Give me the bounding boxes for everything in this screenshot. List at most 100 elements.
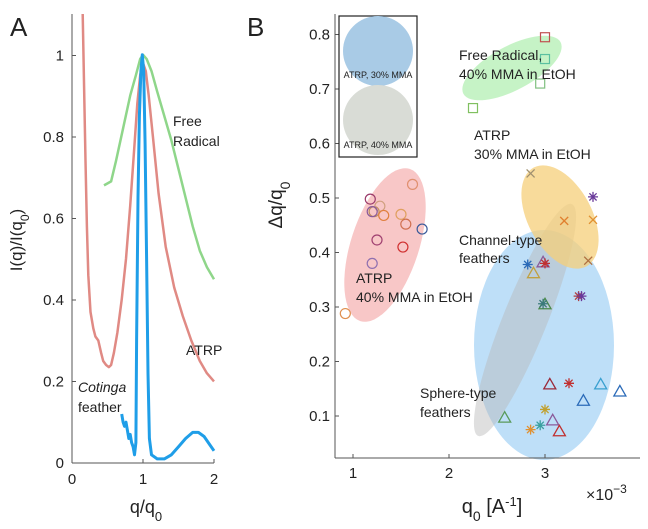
data-point-circle — [371, 234, 383, 246]
panel-b-label: B — [247, 12, 264, 42]
data-point-triangle — [526, 265, 541, 279]
data-point-star — [525, 424, 536, 435]
atrp-annotation: ATRP — [186, 342, 222, 358]
channel-group-label-line2: feathers — [459, 250, 510, 266]
data-point-circle — [400, 218, 412, 230]
free-radical-annotation-line2: Radical — [173, 133, 220, 149]
cotinga-annotation-line2: feather — [78, 399, 122, 415]
panel-b: B 1 2 3 — [247, 12, 640, 524]
data-point-square — [539, 32, 551, 43]
inset-photos: ATRP, 30% MMA ATRP, 40% MMA — [338, 15, 418, 158]
panel-b-y-tick-label: 0.2 — [309, 354, 330, 371]
atrp-30-region — [521, 165, 599, 269]
panel-b-x-tick-label: 3 — [541, 465, 549, 482]
data-point-star — [522, 259, 533, 270]
series-line-free_radical — [103, 53, 216, 280]
data-point-star — [540, 404, 550, 415]
atrp30-group-label-line2: 30% MMA in EtOH — [474, 146, 591, 162]
data-point-triangle — [542, 377, 557, 390]
panel-a-label: A — [10, 12, 28, 42]
cotinga-annotation-line1: Cotinga — [78, 379, 126, 395]
panel-b-y-tick-label: 0.1 — [309, 408, 330, 425]
data-point-circle — [406, 178, 419, 190]
panel-b-y-tick-label: 0.6 — [309, 136, 330, 153]
panel-a-y-tick-label: 0.6 — [43, 211, 64, 228]
data-point-circle — [378, 209, 390, 222]
panel-b-y-tick-label: 0.7 — [309, 81, 330, 98]
panel-a-y-tick-label: 0 — [56, 455, 64, 472]
data-point-circle — [395, 208, 407, 220]
data-point-circle — [374, 200, 386, 212]
panel-a-x-tick-label: 0 — [68, 471, 76, 488]
data-point-star — [535, 420, 546, 431]
panel-a-y-tick-label: 0.4 — [43, 292, 64, 309]
data-point-square — [467, 102, 479, 114]
data-point-star — [540, 258, 550, 269]
series-line-cotinga — [120, 53, 216, 461]
atrp40-group-label-line1: ATRP — [356, 270, 392, 286]
panel-b-x-tick-label: 1 — [349, 465, 357, 482]
sample-photo-atrp40 — [343, 85, 413, 155]
series-line-atrp — [81, 13, 215, 383]
data-point-circle — [339, 307, 351, 320]
panel-b-x-multiplier: ×10−3 — [586, 482, 627, 504]
data-point-triangle — [612, 384, 628, 397]
data-point-triangle — [545, 413, 560, 426]
panel-a-y-tick-label: 0.8 — [43, 129, 64, 146]
data-point-x — [526, 169, 536, 178]
panel-a-x-tick-label: 1 — [139, 471, 147, 488]
data-point-triangle — [576, 393, 591, 406]
data-point-circle — [366, 206, 378, 218]
data-point-circle — [366, 257, 378, 269]
atrp-40-region — [344, 168, 426, 322]
channel-type-region — [473, 203, 577, 437]
atrp30-group-label-line1: ATRP — [474, 127, 510, 143]
data-point-triangle — [552, 423, 567, 437]
free-radical-group-label-line2: 40% MMA in EtOH — [459, 66, 576, 82]
panel-b-y-tick-label: 0.5 — [309, 190, 330, 207]
data-point-star — [588, 191, 598, 202]
panel-b-x-ticks: 1 2 3 — [349, 454, 549, 482]
panel-b-y-tick-label: 0.8 — [309, 27, 330, 44]
panel-a-y-tick-label: 1 — [56, 48, 64, 65]
data-point-circle — [364, 193, 376, 205]
free-radical-annotation-line1: Free — [173, 113, 202, 129]
panel-b-y-axis-label: Δq/q0 — [266, 181, 293, 228]
data-point-square — [539, 53, 551, 65]
free-radical-region — [462, 35, 562, 101]
panel-a-y-ticks: 0 0.2 0.4 0.6 0.8 1 — [43, 48, 76, 472]
data-point-square — [535, 78, 546, 89]
sphere-group-label-line1: Sphere-type — [420, 385, 496, 401]
free-radical-group-label-line1: Free Radical, — [459, 47, 542, 63]
panel-b-y-ticks: 0.1 0.2 0.3 0.4 0.5 0.6 0.7 0.8 — [309, 27, 339, 425]
panel-b-points — [339, 32, 628, 437]
panel-a: A 0 1 2 0 0.2 0.4 0.6 0.8 1 — [7, 12, 222, 524]
data-point-x — [583, 256, 593, 266]
panel-a-x-tick-label: 2 — [210, 471, 218, 488]
inset-label-atrp30: ATRP, 30% MMA — [344, 70, 413, 80]
data-point-x — [559, 216, 569, 226]
inset-label-atrp40: ATRP, 40% MMA — [344, 140, 413, 150]
panel-a-x-axis-label: q/q0 — [130, 497, 162, 524]
data-point-triangle — [593, 377, 608, 390]
panel-b-y-tick-label: 0.3 — [309, 299, 330, 316]
sample-photo-atrp30 — [343, 16, 413, 86]
data-point-star — [576, 291, 587, 302]
panel-a-y-tick-label: 0.2 — [43, 374, 64, 391]
panel-a-series — [81, 13, 216, 461]
data-point-triangle — [497, 410, 512, 423]
data-point-star — [564, 378, 574, 389]
panel-b-y-tick-label: 0.4 — [309, 245, 330, 262]
panel-b-x-axis-label: q0 [A-1] — [462, 494, 523, 525]
atrp40-group-label-line2: 40% MMA in EtOH — [356, 289, 473, 305]
data-point-x — [588, 215, 598, 225]
data-point-circle — [397, 241, 409, 253]
sphere-group-label-line2: feathers — [420, 404, 471, 420]
panel-b-x-tick-label: 2 — [445, 465, 453, 482]
panel-a-x-ticks: 0 1 2 — [68, 459, 218, 488]
panel-a-y-axis-label: I(q)/I(q0) — [7, 209, 32, 271]
channel-group-label-line1: Channel-type — [459, 232, 542, 248]
data-point-star — [538, 298, 549, 309]
